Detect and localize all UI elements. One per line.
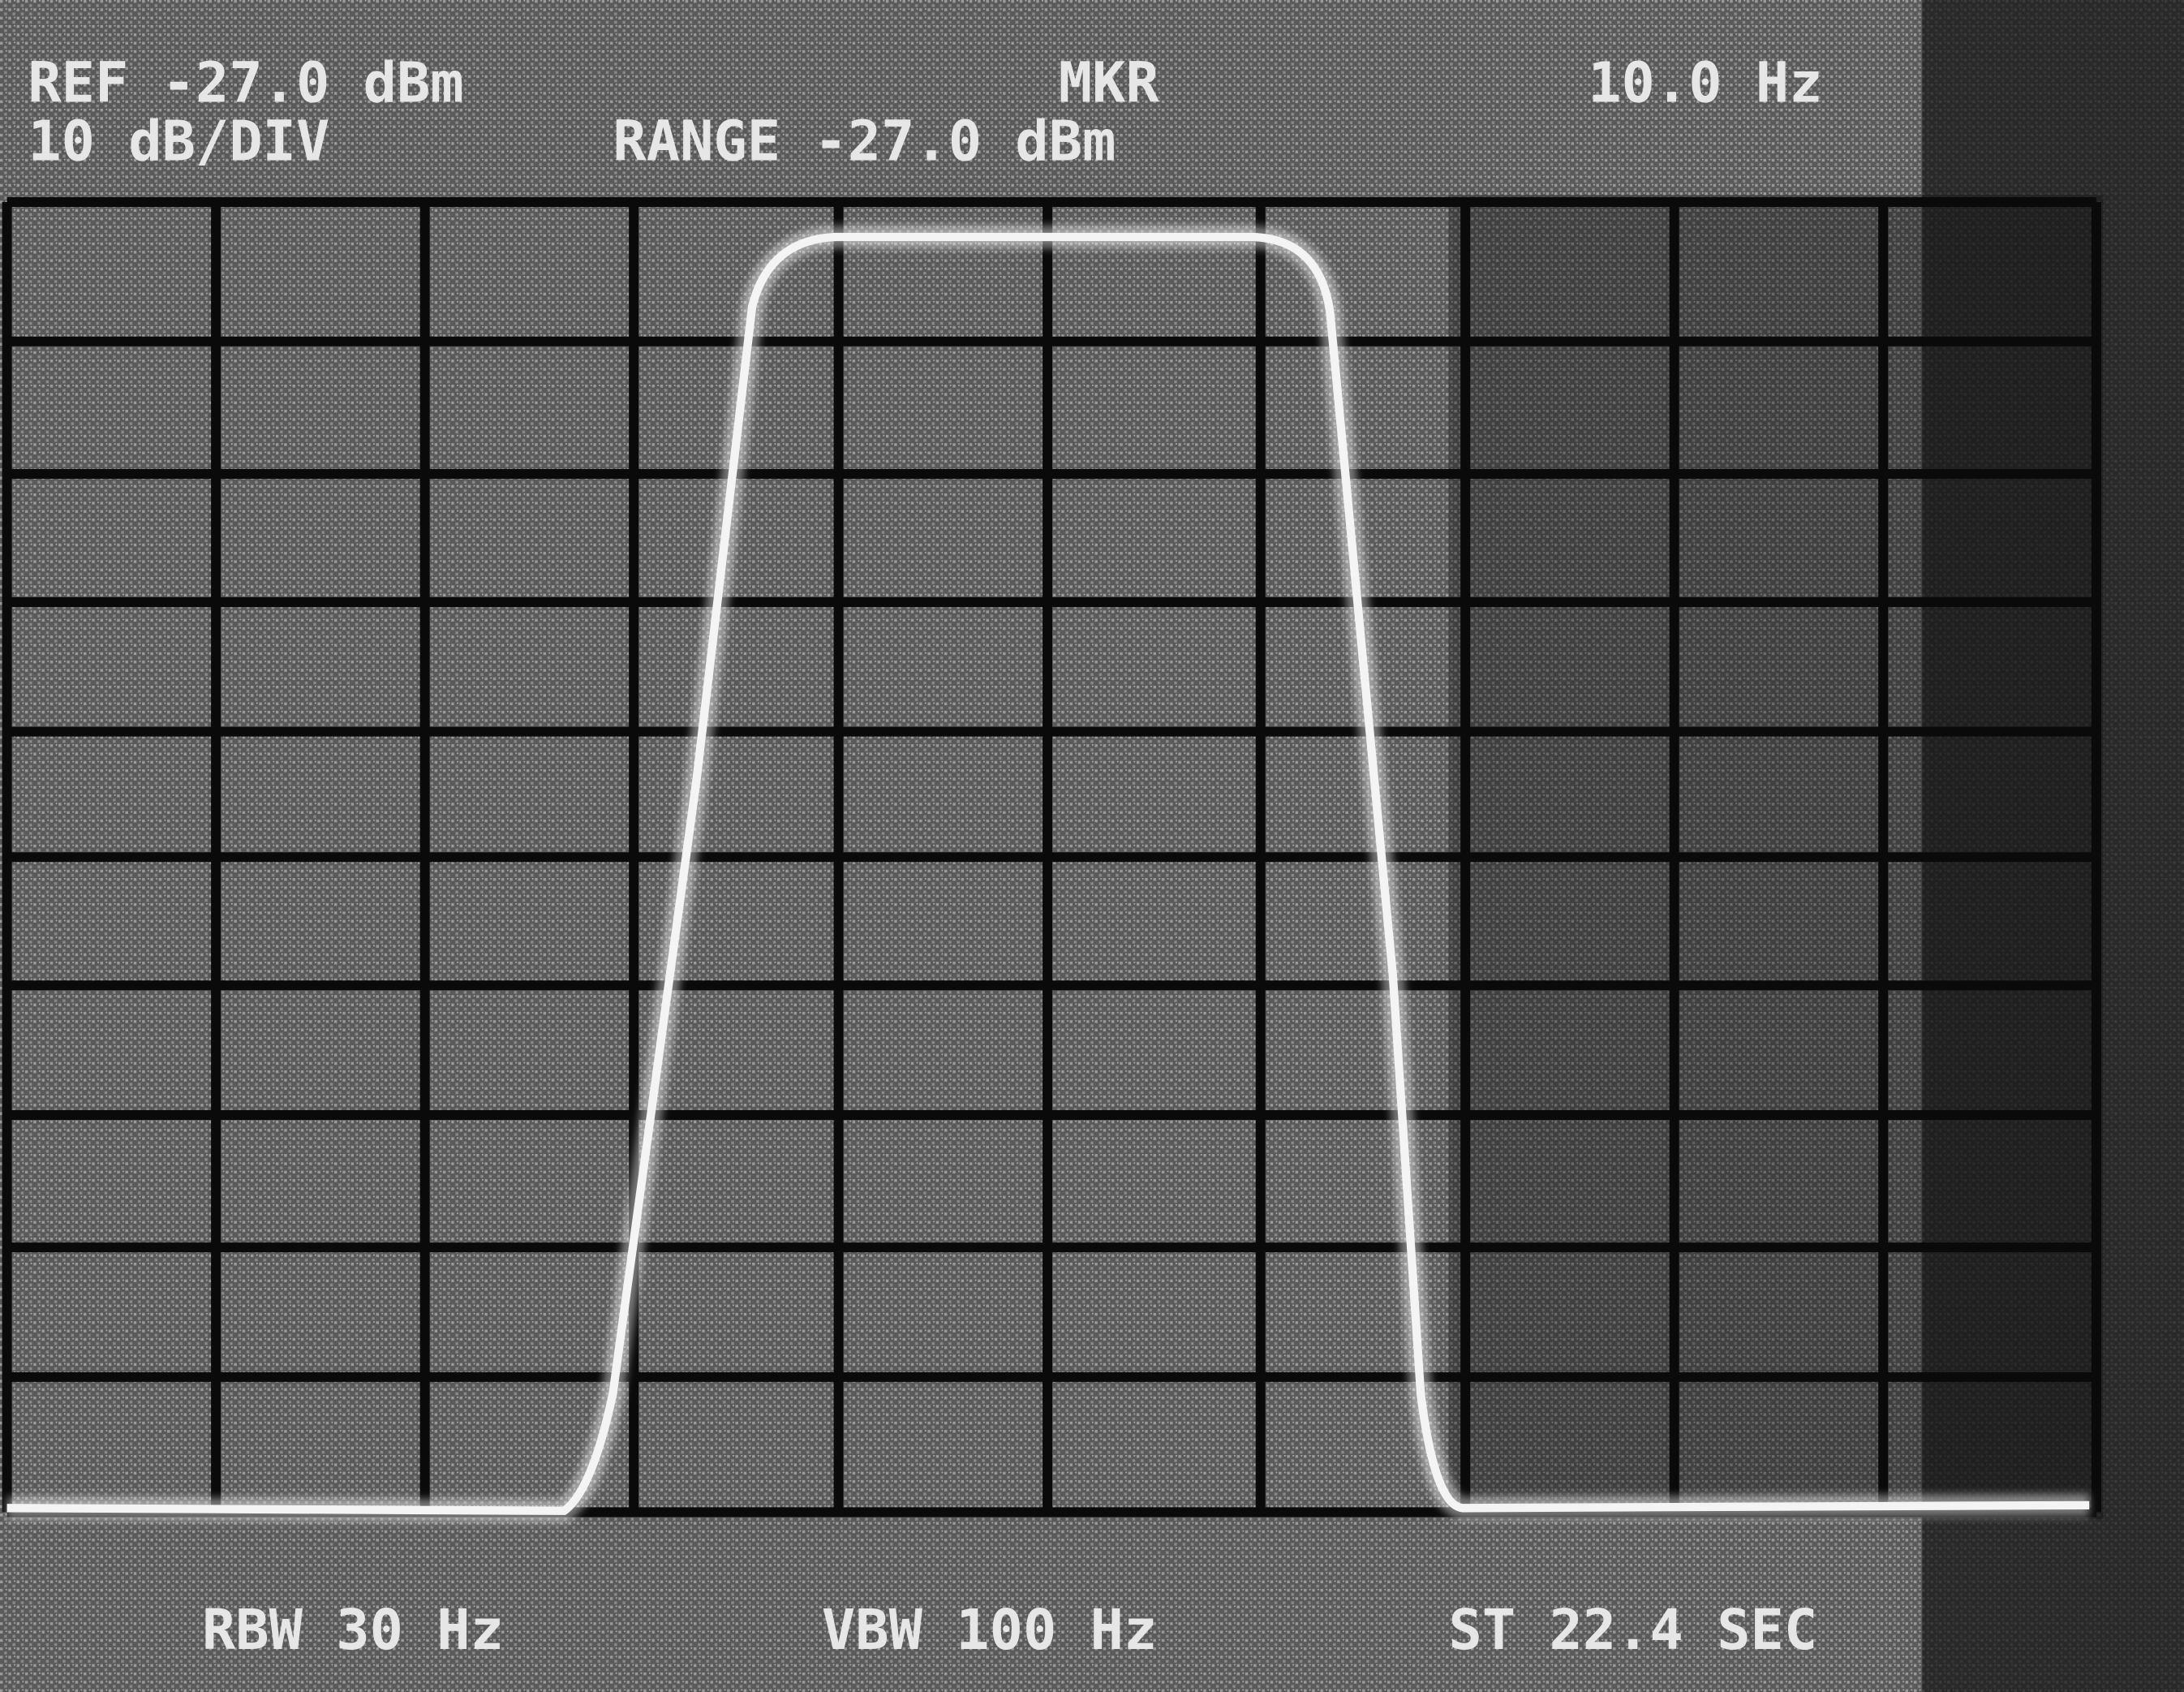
analyzer-screen: REF -27.0 dBm MKR 10.0 Hz 10 dB/DIV RANG…: [0, 0, 2184, 1692]
input-range: RANGE -27.0 dBm: [613, 110, 1116, 174]
sweep-time: ST 22.4 SEC: [1449, 1598, 1818, 1663]
video-bandwidth: VBW 100 Hz: [822, 1598, 1157, 1663]
reference-level: REF -27.0 dBm: [28, 51, 463, 116]
body: {"screen": { "header": {"reference": "RE…: [0, 0, 2184, 1692]
marker-value: 10.0 Hz: [1588, 51, 1822, 116]
resolution-bandwidth: RBW 30 Hz: [202, 1598, 504, 1663]
page: Spectrum analyzer screen html, body { ma…: [0, 0, 2184, 1692]
marker-label: MKR: [1059, 51, 1160, 116]
vertical-scale: 10 dB/DIV: [28, 110, 329, 174]
